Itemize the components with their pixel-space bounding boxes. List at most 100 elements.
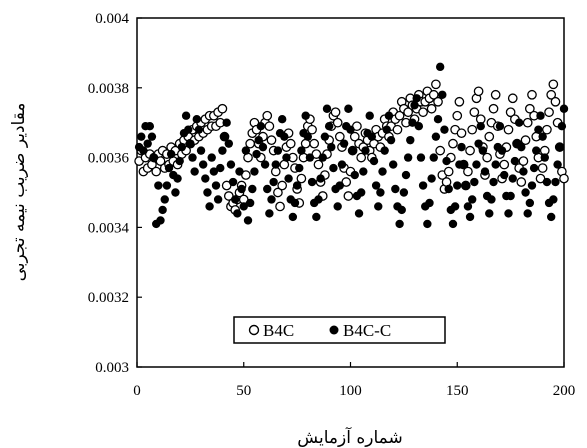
- data-point-filled: [137, 132, 146, 141]
- data-point-filled: [346, 125, 355, 134]
- data-point-open: [516, 177, 527, 187]
- data-point-filled: [429, 153, 438, 162]
- data-point-open: [518, 156, 529, 166]
- data-point-filled: [220, 132, 229, 141]
- y-axis: 0.003 0.0032 0.0034 0.0036 0.0038 0.004: [88, 11, 142, 376]
- data-point-open: [465, 145, 475, 156]
- data-point-filled: [218, 146, 227, 155]
- data-point-filled: [382, 125, 391, 134]
- data-point-filled: [371, 181, 381, 190]
- data-point-filled: [551, 177, 560, 187]
- data-point-filled: [196, 146, 206, 155]
- data-point-open: [151, 166, 162, 177]
- data-point-open: [490, 89, 501, 100]
- data-point-filled: [207, 153, 216, 162]
- data-point-filled: [337, 160, 347, 169]
- data-point-open: [426, 103, 437, 114]
- data-point-open: [463, 166, 473, 177]
- data-point-filled: [480, 167, 490, 176]
- legend-label-b4c-c: B4C-C: [343, 321, 391, 340]
- data-point-filled: [245, 198, 255, 208]
- data-point-filled: [529, 163, 539, 173]
- data-point-filled: [557, 121, 567, 131]
- data-point-filled: [495, 121, 505, 131]
- data-point-filled: [344, 104, 353, 113]
- y-tick-label: 0.0032: [88, 290, 129, 306]
- data-point-filled: [448, 219, 458, 229]
- data-point-filled: [201, 174, 210, 183]
- data-point-open: [394, 110, 405, 121]
- data-point-filled: [231, 195, 240, 204]
- data-point-open: [443, 166, 454, 177]
- x-tick-label: 0: [133, 383, 141, 399]
- legend-box: [233, 316, 446, 344]
- data-point-open: [349, 131, 360, 142]
- data-point-open: [488, 103, 499, 114]
- data-point-filled: [186, 139, 195, 148]
- data-point-filled: [190, 167, 199, 176]
- data-point-filled: [184, 125, 193, 134]
- data-point-filled: [508, 174, 517, 183]
- data-point-filled: [254, 135, 263, 145]
- data-point-open: [275, 201, 285, 212]
- data-point-filled: [258, 142, 268, 152]
- data-point-filled: [540, 153, 549, 162]
- data-point-open: [403, 107, 413, 118]
- data-point-open: [467, 124, 478, 135]
- data-point-filled: [273, 146, 283, 155]
- data-point-filled: [489, 177, 498, 187]
- x-tick-label: 100: [339, 383, 362, 399]
- data-point-open: [520, 135, 531, 145]
- data-point-open: [285, 138, 296, 149]
- data-point-filled: [194, 125, 204, 134]
- data-point-filled: [504, 209, 513, 218]
- data-point-filled: [166, 149, 176, 159]
- data-point-filled: [406, 135, 415, 145]
- data-point-filled: [263, 184, 272, 194]
- y-tick-label: 0.0034: [88, 220, 130, 236]
- data-point-filled: [527, 181, 537, 190]
- data-point-filled: [224, 139, 234, 148]
- data-point-open: [264, 121, 275, 132]
- data-point-filled: [485, 209, 494, 218]
- data-point-filled: [374, 202, 383, 211]
- data-point-filled: [476, 121, 485, 131]
- data-point-filled: [497, 146, 507, 155]
- data-point-filled: [147, 132, 157, 141]
- data-point-filled: [395, 219, 404, 229]
- data-point-open: [559, 173, 569, 184]
- x-axis: 0 50 100 150 200: [133, 362, 575, 399]
- data-point-open: [262, 110, 273, 121]
- data-point-filled: [440, 125, 449, 134]
- data-point-open: [473, 86, 484, 97]
- data-point-filled: [143, 139, 152, 148]
- data-point-filled: [376, 188, 385, 197]
- data-point-filled: [265, 209, 274, 218]
- data-point-filled: [316, 174, 325, 183]
- data-point-filled: [435, 62, 445, 72]
- data-point-filled: [335, 181, 345, 190]
- data-point-filled: [450, 202, 460, 211]
- data-point-filled: [156, 216, 165, 225]
- data-point-open: [505, 107, 516, 118]
- data-point-filled: [412, 94, 421, 103]
- data-point-filled: [401, 170, 411, 180]
- data-point-filled: [282, 153, 291, 162]
- data-point-filled: [506, 191, 515, 201]
- data-point-open: [433, 96, 443, 107]
- data-point-filled: [307, 177, 317, 187]
- data-point-filled: [356, 188, 366, 197]
- data-point-filled: [359, 167, 368, 176]
- y-tick-label: 0.004: [95, 11, 129, 27]
- data-point-filled: [453, 181, 462, 190]
- data-point-filled: [433, 115, 443, 124]
- data-point-filled: [297, 146, 306, 155]
- data-point-filled: [465, 212, 475, 222]
- data-point-filled: [378, 167, 387, 176]
- data-point-filled: [222, 118, 231, 127]
- data-point-open: [469, 107, 480, 118]
- data-point-filled: [277, 115, 287, 124]
- data-point-filled: [549, 195, 558, 204]
- data-point-filled: [418, 181, 428, 190]
- data-point-filled: [536, 111, 545, 120]
